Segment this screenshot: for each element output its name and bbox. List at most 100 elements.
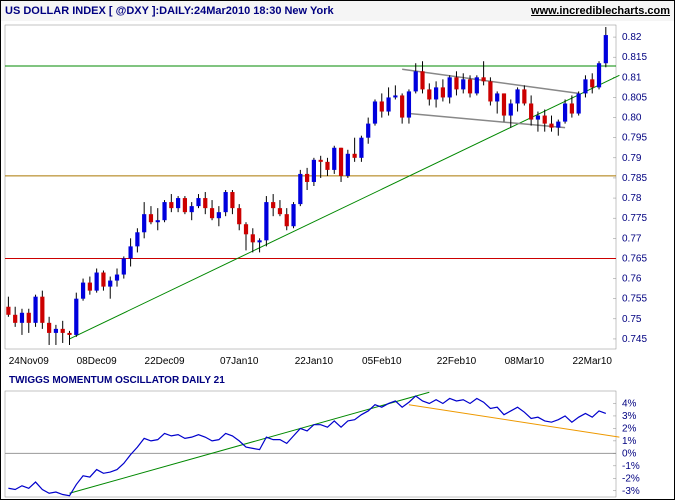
y-axis-label: 0.805 — [622, 92, 647, 103]
x-axis-label: 22Jan10 — [295, 356, 333, 367]
candle-body — [590, 79, 594, 87]
candle-body — [115, 275, 119, 281]
candle-body — [420, 71, 424, 89]
candle-body — [47, 323, 51, 333]
y-axis-label: 0.79 — [622, 153, 642, 164]
indicator-y-label: 3% — [622, 411, 637, 422]
candle-body — [20, 313, 24, 323]
source-link[interactable]: www.incrediblecharts.com — [531, 5, 670, 17]
x-axis-label: 22Mar10 — [573, 356, 612, 367]
candle-body — [122, 258, 126, 274]
candle-body — [434, 87, 438, 99]
candle-body — [448, 77, 452, 97]
chart-container: US DOLLAR INDEX [ @DXY ]:DAILY:24Mar2010… — [0, 0, 675, 500]
candle-body — [529, 103, 533, 119]
candle-body — [325, 162, 329, 170]
candle-body — [332, 148, 336, 170]
candle-body — [549, 124, 553, 128]
indicator-chart-svg: -3% -2%-1% 0%1% 2%3% 4% — [1, 389, 675, 499]
candle-body — [488, 81, 492, 101]
indicator-y-label: 4% — [622, 398, 637, 409]
indicator-y-label: 1% — [622, 436, 637, 447]
candle-body — [366, 124, 370, 138]
candle-body — [427, 89, 431, 99]
candle-body — [597, 63, 601, 87]
x-axis-label: 24Nov09 — [9, 356, 49, 367]
candle-body — [570, 103, 574, 113]
candle-body — [251, 234, 255, 242]
candle-body — [27, 313, 31, 323]
indicator-y-label: -1% — [622, 461, 640, 472]
candle-body — [604, 35, 608, 63]
chart-header: US DOLLAR INDEX [ @DXY ]:DAILY:24Mar2010… — [1, 1, 674, 21]
x-axis-label: 05Feb10 — [362, 356, 401, 367]
y-axis-label: 0.77 — [622, 233, 642, 244]
candle-body — [54, 329, 58, 333]
candle-body — [346, 154, 350, 176]
indicator-y-label: -2% — [622, 473, 640, 484]
candle-body — [495, 93, 499, 101]
candle-body — [67, 333, 71, 335]
y-axis-label: 0.755 — [622, 294, 647, 305]
candle-body — [149, 214, 153, 222]
candle-body — [162, 202, 166, 220]
candle-body — [556, 122, 560, 128]
candle-body — [482, 77, 486, 81]
indicator-y-label: 0% — [622, 448, 637, 459]
candle-body — [142, 214, 146, 232]
candle-body — [88, 283, 92, 291]
candle-body — [183, 198, 187, 212]
candle-body — [285, 214, 289, 226]
x-axis: 24Nov0908Dec0922Dec0907Jan1022Jan1005Feb… — [1, 353, 675, 373]
candle-body — [522, 89, 526, 103]
candle-body — [359, 138, 363, 158]
y-axis-label: 0.82 — [622, 32, 642, 43]
candle-body — [461, 79, 465, 89]
candle-body — [414, 71, 418, 91]
candle-body — [264, 202, 268, 240]
candle-body — [40, 297, 44, 323]
chart-title: US DOLLAR INDEX [ @DXY ]:DAILY:24Mar2010… — [5, 5, 334, 17]
y-axis-label: 0.775 — [622, 213, 647, 224]
indicator-title: TWIGGS MOMENTUM OSCILLATOR DAILY 21 — [9, 375, 225, 386]
candle-body — [230, 192, 234, 208]
candle-body — [101, 273, 105, 287]
y-axis-label: 0.745 — [622, 334, 647, 345]
candle-body — [400, 95, 404, 117]
candle-body — [536, 116, 540, 120]
plot-area — [5, 25, 616, 349]
y-axis-label: 0.78 — [622, 193, 642, 204]
y-axis-label: 0.815 — [622, 52, 647, 63]
candle-body — [339, 148, 343, 176]
candle-body — [583, 79, 587, 93]
candle-body — [407, 91, 411, 117]
candle-body — [210, 208, 214, 218]
candle-body — [257, 240, 261, 242]
candle-body — [468, 79, 472, 93]
indicator-y-label: 2% — [622, 423, 637, 434]
candle-body — [563, 103, 567, 121]
y-axis-label: 0.785 — [622, 173, 647, 184]
x-axis-label: 08Dec09 — [77, 356, 117, 367]
x-axis-label: 07Jan10 — [220, 356, 258, 367]
candle-body — [475, 77, 479, 93]
candle-body — [509, 103, 513, 115]
candle-body — [380, 101, 384, 111]
candle-body — [271, 202, 275, 208]
indicator-y-label: -3% — [622, 486, 640, 497]
candle-body — [373, 101, 377, 123]
candle-body — [6, 307, 10, 315]
y-axis-label: 0.75 — [622, 314, 642, 325]
candle-body — [353, 154, 357, 158]
y-axis-label: 0.81 — [622, 72, 642, 83]
candle-body — [393, 95, 397, 97]
candle-body — [61, 329, 65, 333]
candle-body — [203, 198, 207, 208]
candle-body — [305, 174, 309, 182]
candle-body — [502, 93, 506, 115]
candle-body — [128, 246, 132, 258]
indicator-chart: -3% -2%-1% 0%1% 2%3% 4% — [1, 389, 675, 499]
y-axis-label: 0.80 — [622, 113, 642, 124]
candle-body — [244, 224, 248, 234]
candle-body — [441, 87, 445, 97]
